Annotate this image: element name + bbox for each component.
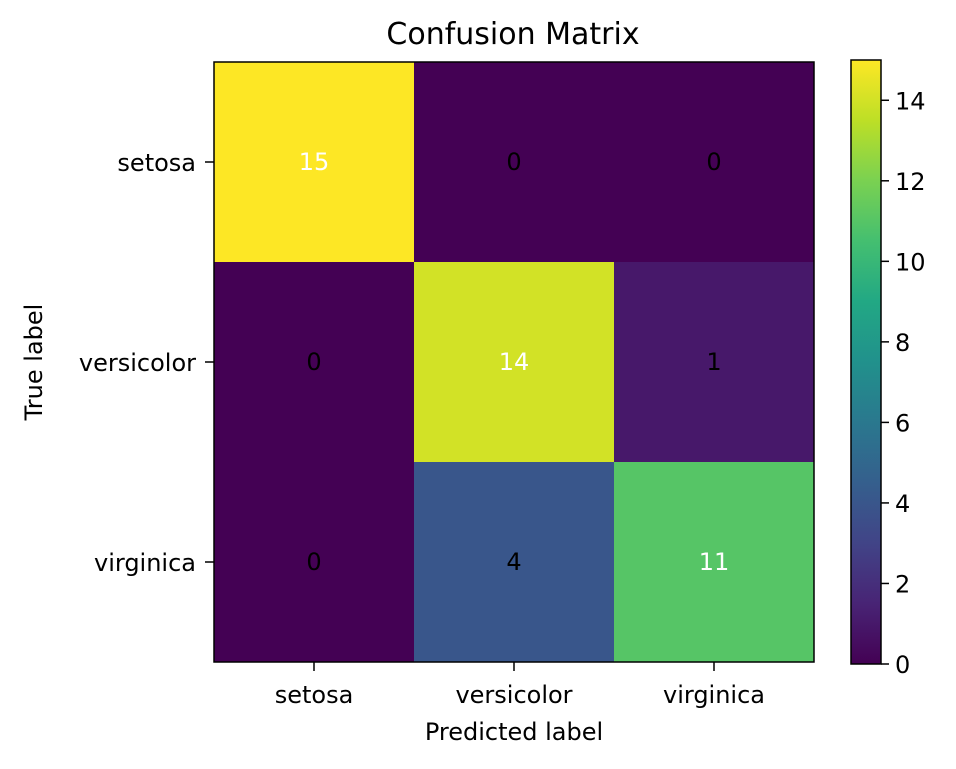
chart-title: Confusion Matrix	[386, 17, 639, 52]
cell-value-r1-c2: 1	[706, 348, 721, 376]
colorbar-tick-label: 6	[895, 409, 910, 437]
y-axis-label: True label	[20, 304, 48, 422]
cell-value-r0-c2: 0	[706, 148, 721, 176]
y-tick-label: setosa	[117, 149, 196, 177]
heatmap-cells	[214, 62, 814, 662]
heatmap-cell-r1-c2	[614, 262, 814, 462]
x-tick-label: versicolor	[455, 681, 572, 709]
colorbar-tick-label: 14	[895, 87, 926, 115]
heatmap-cell-r2-c2	[614, 462, 814, 662]
heatmap-cell-r2-c0	[214, 462, 414, 662]
colorbar-ticks: 0 2 4 6 8 10 12 14	[881, 87, 926, 679]
y-tick-label: versicolor	[79, 349, 196, 377]
colorbar-tick-label: 0	[895, 651, 910, 679]
x-axis-ticks: setosa versicolor virginica	[275, 662, 765, 709]
heatmap-cell-r2-c1	[414, 462, 614, 662]
x-tick-label: virginica	[663, 681, 765, 709]
cell-value-r1-c1: 14	[499, 348, 530, 376]
cell-value-r0-c1: 0	[506, 148, 521, 176]
heatmap-cell-r0-c1	[414, 62, 614, 262]
colorbar	[850, 59, 882, 665]
colorbar-tick-label: 4	[895, 490, 910, 518]
heatmap-cell-r1-c1	[414, 262, 614, 462]
heatmap-cell-r1-c0	[214, 262, 414, 462]
colorbar-tick-label: 12	[895, 168, 926, 196]
heatmap-cell-r0-c0	[214, 62, 414, 262]
cell-value-r0-c0: 15	[299, 148, 330, 176]
colorbar-tick-label: 8	[895, 329, 910, 357]
cell-value-r2-c1: 4	[506, 548, 521, 576]
x-tick-label: setosa	[275, 681, 354, 709]
x-axis-label: Predicted label	[425, 718, 603, 746]
heatmap-cell-r0-c2	[614, 62, 814, 262]
cell-value-r2-c0: 0	[306, 548, 321, 576]
cell-value-r2-c2: 11	[699, 548, 730, 576]
colorbar-tick-label: 2	[895, 570, 910, 598]
heatmap-cell-labels: 15 0 0 0 14 1 0 4 11	[299, 148, 730, 576]
y-axis-ticks: setosa versicolor virginica	[79, 149, 214, 577]
y-tick-label: virginica	[94, 549, 196, 577]
colorbar-tick-label: 10	[895, 248, 926, 276]
cell-value-r1-c0: 0	[306, 348, 321, 376]
